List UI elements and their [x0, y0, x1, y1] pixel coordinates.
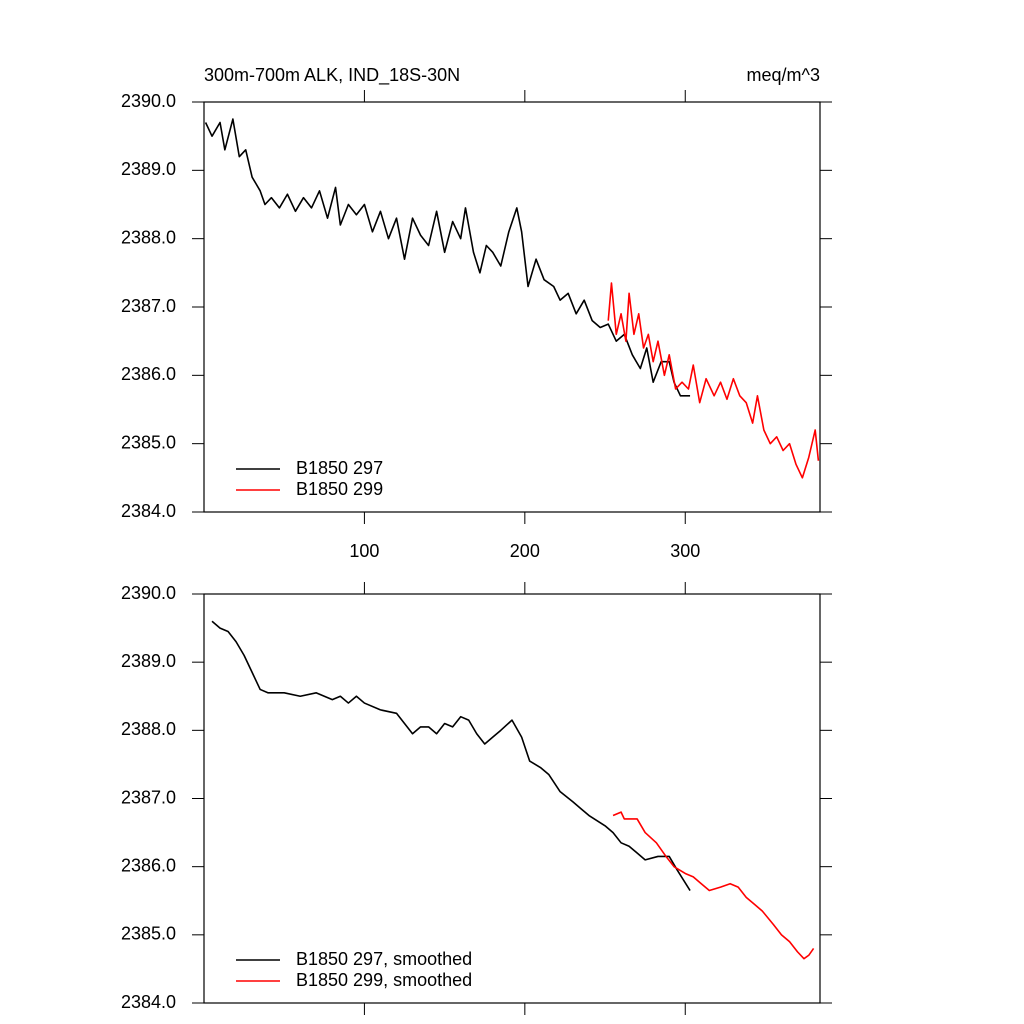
y-tick-label: 2387.0 [121, 787, 176, 807]
plot-frame [203, 101, 821, 513]
data-line [612, 811, 815, 960]
legend-label: B1850 297, smoothed [296, 949, 472, 969]
legend-label: B1850 299, smoothed [296, 970, 472, 990]
y-tick-label: 2384.0 [121, 501, 176, 521]
y-tick-label: 2389.0 [121, 159, 176, 179]
legend-label: B1850 299 [296, 479, 383, 499]
data-line [607, 282, 820, 479]
y-tick-label: 2385.0 [121, 432, 176, 452]
y-tick-label: 2385.0 [121, 924, 176, 944]
y-tick-label: 2390.0 [121, 91, 176, 111]
x-tick-label: 200 [510, 541, 540, 561]
y-tick-label: 2387.0 [121, 296, 176, 316]
y-tick-label: 2386.0 [121, 855, 176, 875]
y-tick-label: 2390.0 [121, 583, 176, 603]
data-line [211, 620, 691, 891]
y-tick-label: 2386.0 [121, 364, 176, 384]
units-label: meq/m^3 [747, 65, 820, 85]
plot-frame [203, 593, 821, 1004]
y-tick-label: 2388.0 [121, 227, 176, 247]
data-line [204, 118, 691, 397]
x-tick-label: 100 [349, 541, 379, 561]
y-tick-label: 2388.0 [121, 719, 176, 739]
y-tick-label: 2389.0 [121, 651, 176, 671]
chart-title: 300m-700m ALK, IND_18S-30N [204, 65, 460, 86]
x-tick-label: 300 [670, 541, 700, 561]
legend-label: B1850 297 [296, 458, 383, 478]
y-tick-label: 2384.0 [121, 992, 176, 1012]
